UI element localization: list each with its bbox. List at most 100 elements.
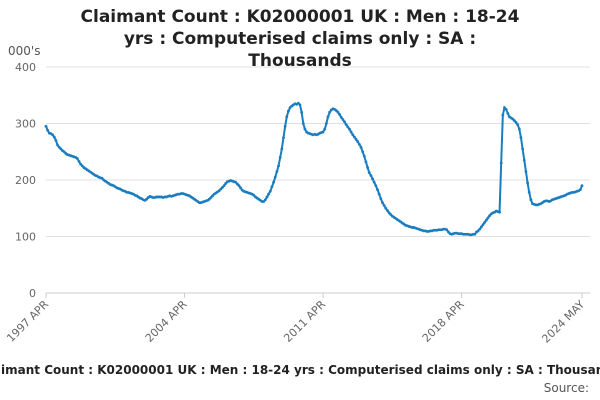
- data-point: [267, 192, 271, 196]
- data-point: [498, 210, 501, 214]
- x-tick-label: 2018 APR: [420, 298, 467, 345]
- data-point: [486, 216, 490, 220]
- data-point: [273, 175, 277, 179]
- data-point: [379, 197, 383, 201]
- x-tick-label: 1997 APR: [4, 298, 51, 345]
- data-point: [283, 124, 287, 128]
- data-point: [473, 232, 477, 236]
- data-point: [372, 180, 376, 184]
- data-point: [280, 147, 284, 151]
- data-point: [348, 127, 351, 131]
- y-tick-label: 100: [15, 231, 36, 244]
- data-point: [275, 170, 279, 173]
- data-point: [351, 133, 355, 137]
- data-point: [529, 198, 533, 202]
- data-point: [527, 191, 531, 194]
- data-point: [374, 184, 378, 188]
- data-point: [356, 140, 360, 143]
- data-point: [237, 184, 241, 188]
- data-point: [321, 130, 325, 134]
- data-point: [77, 159, 81, 163]
- data-point: [323, 127, 327, 131]
- data-point: [298, 103, 302, 107]
- data-point: [282, 136, 285, 140]
- y-tick-label: 400: [15, 61, 36, 74]
- data-point: [339, 115, 343, 119]
- data-point: [268, 189, 272, 193]
- data-point: [341, 118, 345, 121]
- y-axis-label: 000's: [8, 44, 40, 58]
- data-point: [336, 110, 340, 114]
- data-point: [343, 120, 346, 124]
- data-point: [580, 184, 584, 188]
- data-point: [517, 127, 521, 131]
- data-point: [499, 161, 503, 165]
- data-point: [285, 115, 289, 119]
- data-point: [52, 135, 56, 139]
- data-point: [301, 122, 305, 125]
- data-point: [354, 137, 358, 141]
- data-point: [501, 113, 505, 117]
- data-point: [483, 220, 487, 224]
- data-point: [514, 120, 518, 124]
- data-point: [56, 143, 59, 147]
- data-point: [526, 181, 529, 185]
- x-tick-label: 2011 APR: [281, 298, 328, 345]
- data-point: [346, 125, 350, 129]
- data-point: [362, 154, 366, 158]
- series-line: [45, 101, 583, 236]
- data-point: [361, 150, 365, 154]
- y-tick-label: 0: [29, 287, 36, 300]
- data-point: [287, 109, 290, 113]
- data-point: [445, 228, 449, 232]
- data-point: [516, 123, 520, 127]
- data-point: [324, 122, 328, 125]
- data-point: [357, 143, 361, 146]
- data-point: [338, 113, 341, 116]
- data-point: [239, 186, 243, 190]
- data-point: [479, 225, 483, 229]
- data-point: [359, 145, 363, 149]
- data-point: [75, 157, 79, 160]
- data-point: [367, 171, 371, 175]
- data-point: [366, 166, 369, 169]
- y-tick-label: 300: [15, 118, 36, 131]
- data-point: [519, 136, 523, 140]
- data-point: [326, 115, 330, 119]
- data-point: [371, 177, 374, 181]
- data-point: [270, 185, 274, 189]
- source: Source:: [544, 381, 589, 395]
- data-point: [353, 135, 356, 139]
- data-point: [382, 204, 386, 207]
- data-point: [385, 209, 389, 212]
- data-point: [506, 111, 510, 115]
- data-point: [300, 110, 304, 114]
- data-point: [376, 188, 379, 192]
- chart-title: Claimant Count : K02000001 UK : Men : 18…: [80, 7, 520, 71]
- data-point: [504, 107, 508, 111]
- data-point: [278, 156, 282, 159]
- data-point: [277, 164, 280, 168]
- data-point: [521, 147, 525, 151]
- data-point: [349, 130, 353, 134]
- data-point: [364, 160, 368, 164]
- data-point: [46, 128, 50, 132]
- data-point: [265, 195, 269, 199]
- data-point: [222, 184, 226, 188]
- data-point: [54, 139, 58, 142]
- data-point: [328, 110, 332, 114]
- data-point: [377, 192, 381, 196]
- data-point: [484, 218, 488, 222]
- data-point: [481, 223, 485, 227]
- footnote: Claimant Count : K02000001 UK : Men : 18…: [0, 363, 600, 377]
- data-point: [381, 201, 384, 205]
- data-point: [303, 127, 307, 131]
- data-point: [51, 133, 54, 137]
- data-point: [344, 123, 348, 127]
- data-point: [522, 158, 526, 162]
- data-point: [44, 124, 48, 128]
- data-point: [263, 198, 267, 202]
- data-point: [369, 174, 373, 177]
